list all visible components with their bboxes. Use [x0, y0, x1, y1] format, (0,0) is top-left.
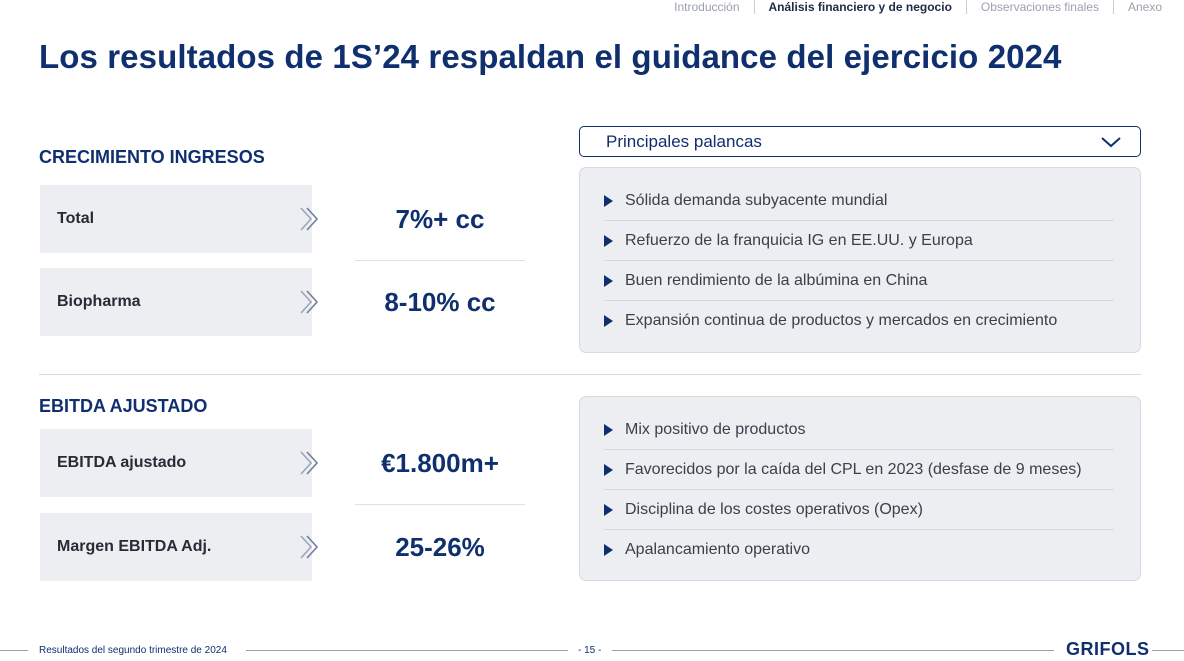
- list-item: Disciplina de los costes operativos (Ope…: [604, 490, 1114, 530]
- triangle-bullet-icon: [604, 544, 613, 556]
- revenue-heading: CRECIMIENTO INGRESOS: [39, 147, 265, 167]
- list-item: Refuerzo de la franquicia IG en EE.UU. y…: [604, 221, 1114, 261]
- double-chevron-right-icon: [300, 290, 319, 314]
- triangle-bullet-icon: [604, 234, 613, 247]
- revenue-levers-panel: Sólida demanda subyacente mundial Refuer…: [579, 167, 1141, 353]
- footer-rule: [1152, 650, 1184, 651]
- bullet-text: Refuerzo de la franquicia IG en EE.UU. y…: [625, 231, 973, 249]
- metric-value: 8-10% cc: [384, 286, 496, 317]
- metric-row-biopharma: Biopharma 8-10% cc: [40, 268, 525, 336]
- double-chevron-right-icon: [300, 535, 319, 559]
- footer-rule: [0, 650, 28, 651]
- page-title: Los resultados de 1S’24 respaldan el gui…: [39, 38, 1062, 75]
- nav-item-observaciones[interactable]: Observaciones finales: [965, 0, 1113, 14]
- metric-divider: [355, 260, 525, 261]
- metric-row-total: Total 7%+ cc: [40, 185, 525, 253]
- footer-caption: Resultados del segundo trimestre de 2024: [39, 645, 227, 656]
- list-item: Apalancamiento operativo: [604, 530, 1114, 570]
- list-item: Favorecidos por la caída del CPL en 2023…: [604, 450, 1114, 490]
- section-nav: Introducción Análisis financiero y de ne…: [660, 0, 1162, 14]
- list-item: Expansión continua de productos y mercad…: [604, 301, 1114, 341]
- nav-item-introduccion[interactable]: Introducción: [674, 0, 740, 14]
- metric-row-margen-ebitda: Margen EBITDA Adj. 25-26%: [40, 513, 525, 581]
- bullet-text: Mix positivo de productos: [625, 420, 806, 438]
- metric-value: €1.800m+: [381, 447, 499, 478]
- footer-rule: [246, 650, 568, 651]
- triangle-bullet-icon: [604, 423, 613, 436]
- triangle-bullet-icon: [604, 463, 613, 476]
- section-divider: [39, 374, 1141, 375]
- bullet-text: Sólida demanda subyacente mundial: [625, 191, 888, 209]
- triangle-bullet-icon: [604, 503, 613, 516]
- metric-label: EBITDA ajustado: [40, 429, 312, 497]
- principales-palancas-dropdown[interactable]: Principales palancas: [579, 126, 1141, 157]
- nav-item-analisis[interactable]: Análisis financiero y de negocio: [753, 0, 966, 14]
- chevron-down-icon: [1101, 137, 1121, 148]
- metric-value: 7%+ cc: [395, 203, 485, 234]
- page-number: - 15 -: [578, 645, 602, 656]
- ebitda-heading: EBITDA AJUSTADO: [39, 396, 208, 416]
- footer-rule: [612, 650, 1054, 651]
- triangle-bullet-icon: [604, 194, 613, 207]
- ebitda-levers-panel: Mix positivo de productos Favorecidos po…: [579, 396, 1141, 581]
- bullet-text: Apalancamiento operativo: [625, 541, 811, 558]
- list-item: Buen rendimiento de la albúmina en China: [604, 261, 1114, 301]
- metric-value: 25-26%: [395, 531, 485, 562]
- triangle-bullet-icon: [604, 274, 613, 287]
- metric-label: Total: [40, 185, 312, 253]
- grifols-logo: GRIFOLS: [1066, 639, 1150, 659]
- metric-row-ebitda-ajustado: EBITDA ajustado €1.800m+: [40, 429, 525, 497]
- bullet-text: Favorecidos por la caída del CPL en 2023…: [625, 460, 1082, 478]
- double-chevron-right-icon: [300, 451, 319, 475]
- list-item: Mix positivo de productos: [604, 410, 1114, 450]
- bullet-text: Disciplina de los costes operativos (Ope…: [625, 500, 923, 518]
- double-chevron-right-icon: [300, 207, 319, 231]
- bullet-text: Buen rendimiento de la albúmina en China: [625, 271, 928, 289]
- nav-item-anexo[interactable]: Anexo: [1112, 0, 1162, 14]
- list-item: Sólida demanda subyacente mundial: [604, 181, 1114, 221]
- bullet-text: Expansión continua de productos y mercad…: [625, 312, 1058, 329]
- metric-divider: [355, 504, 525, 505]
- dropdown-label: Principales palancas: [606, 131, 762, 151]
- metric-label: Biopharma: [40, 268, 312, 336]
- triangle-bullet-icon: [604, 315, 613, 327]
- metric-label: Margen EBITDA Adj.: [40, 513, 312, 581]
